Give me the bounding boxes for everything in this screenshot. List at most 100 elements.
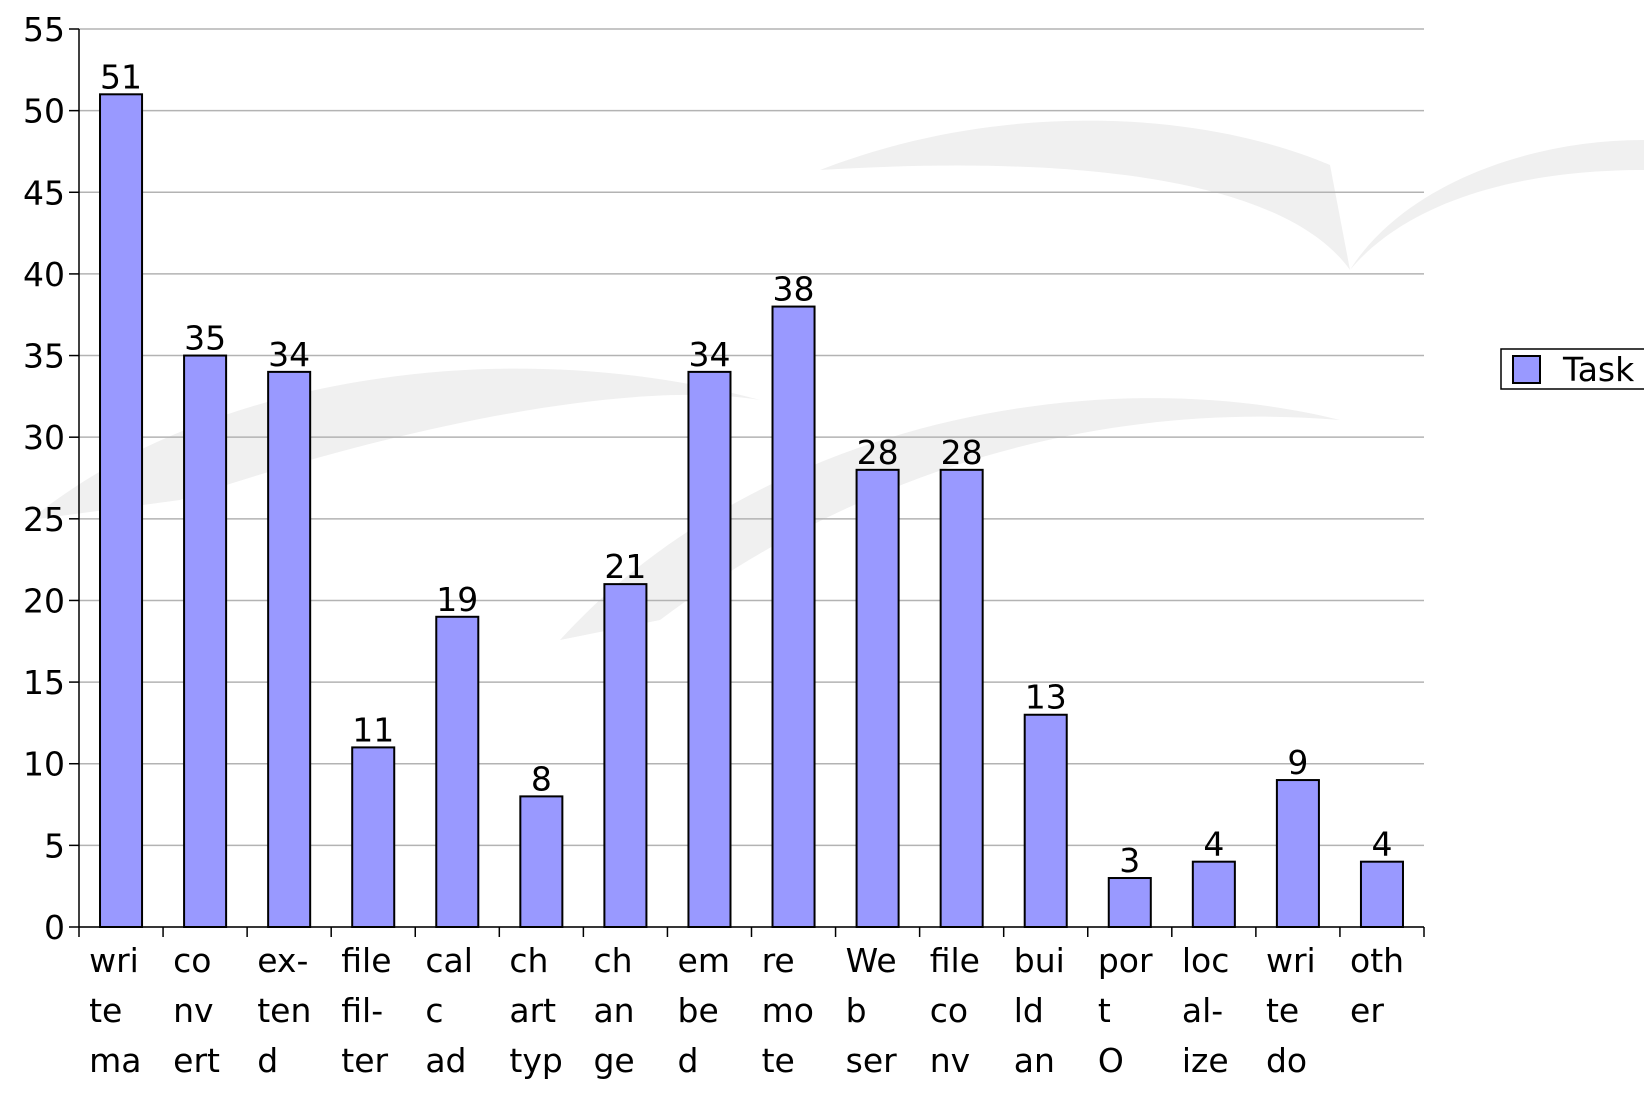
y-tick-label: 35 [23,337,65,376]
bar [855,468,900,928]
y-tick-label: 15 [23,663,65,702]
x-tick-label-line: be [678,991,719,1030]
value-label: 13 [1025,678,1067,717]
x-tick-label: We b ser [846,941,897,1080]
x-tick-label-line: ch [593,941,632,980]
x-tick-label: em be d [678,941,730,1080]
value-label: 28 [941,433,983,472]
value-label: 4 [1203,825,1224,864]
x-tick-label-line: por [1098,941,1153,980]
x-tick-label: file fil-ter [341,941,391,1080]
value-label: 28 [857,433,899,472]
y-tick-label: 45 [23,173,65,212]
watermark-shape [820,120,1644,270]
x-tick-label-line: ize [1182,1041,1229,1080]
value-label: 3 [1119,841,1140,880]
x-tick-label-line: ad [425,1041,466,1080]
bar [519,795,564,929]
x-tick-label: co nv ert [173,941,220,1080]
x-tick-label: oth er [1350,941,1404,1030]
y-tick-label: 25 [23,500,65,539]
x-tick-label-line: nv [173,991,213,1030]
bar [771,305,816,928]
x-tick-label: wri te do [1266,941,1316,1080]
x-tick-label-line: do [1266,1041,1307,1080]
bar [603,583,648,928]
x-tick-label-line: mo [762,991,814,1030]
x-tick-label-line: art [509,991,556,1030]
x-tick-label: cal c ad [425,941,473,1080]
value-label: 51 [100,57,142,96]
value-label: 34 [688,335,730,374]
x-tick-label-line: ter [341,1041,388,1080]
x-tick-label-line: ser [846,1041,897,1080]
bar [939,468,984,928]
x-tick-label-line: er [1350,991,1384,1030]
x-tick-label-line: d [257,1041,278,1080]
y-tick-label: 10 [23,745,65,784]
value-label: 21 [604,547,646,586]
bar [1275,779,1320,929]
x-tick-label-line: co [930,991,968,1030]
x-tick-label: bui ld an [1014,941,1065,1080]
y-tick-label: 40 [23,255,65,294]
bar [1191,860,1236,929]
x-tick-label-line: co [173,941,211,980]
value-label: 38 [773,270,815,309]
x-tick-label: por t O [1098,941,1153,1080]
x-tick-label-line: ert [173,1041,220,1080]
x-tick-label: ex-ten d [257,941,311,1080]
value-label: 4 [1371,825,1392,864]
y-tick-label: 55 [23,10,65,49]
x-tick-label-line: We [846,941,897,980]
value-label: 9 [1287,743,1308,782]
y-tick-label: 20 [23,581,65,620]
y-tick-label: 0 [44,908,65,947]
bar [1107,877,1152,929]
x-tick-label-line: cal [425,941,473,980]
x-tick-label-line: ex- [257,941,308,980]
x-tick-label-line: al- [1182,991,1223,1030]
bar [267,370,312,928]
x-tick-label: file co nv [930,941,980,1080]
x-tick-label-line: bui [1014,941,1065,980]
x-tick-label-line: ld [1014,991,1044,1030]
value-label: 19 [436,580,478,619]
x-tick-label-line: oth [1350,941,1404,980]
value-label: 34 [268,335,310,374]
x-tick-label-line: typ [509,1041,562,1080]
value-label: 11 [352,710,394,749]
x-tick-label-line: O [1098,1041,1124,1080]
y-tick-label: 5 [44,826,65,865]
legend: Task [1500,348,1644,390]
legend-swatch [1512,355,1541,384]
x-tick-label-line: ge [593,1041,634,1080]
bar [351,746,396,929]
x-tick-label-line: file [930,941,980,980]
x-tick-label-line: ch [509,941,548,980]
x-tick-label-line: file [341,941,391,980]
value-label: 8 [531,759,552,798]
bar [1359,860,1404,929]
legend-label: Task [1562,350,1635,389]
x-tick-label-line: re [762,941,795,980]
x-tick-label-line: te [762,1041,795,1080]
x-tick-label: ch art typ [509,941,562,1080]
x-tick-label-line: nv [930,1041,970,1080]
x-tick-label-line: loc [1182,941,1230,980]
x-tick-label-line: wri [89,941,139,980]
x-tick-label-line: b [846,991,867,1030]
bar [435,615,480,928]
x-tick-label-line: te [1266,991,1299,1030]
bar [1023,713,1068,929]
bar [99,93,144,929]
x-tick-label-line: an [593,991,634,1030]
value-label: 35 [184,319,226,358]
x-tick-label: wri te ma [89,941,141,1080]
x-tick-label-line: ten [257,991,311,1030]
x-tick-label-line: wri [1266,941,1316,980]
